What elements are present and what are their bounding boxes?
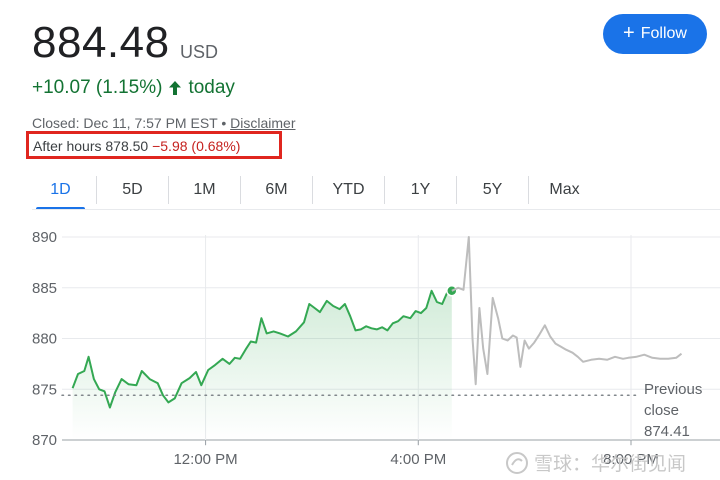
quote-change: +10.07 (1.15%) today [32,77,235,99]
tab-separator [96,176,97,204]
previous-close-label: close [644,402,679,419]
tab-1y[interactable]: 1Y [410,181,431,198]
tab-separator [456,176,457,204]
tab-separator [168,176,169,204]
price-chart[interactable]: 870 875 880 885 890 12:00 PM 4:00 PM 8:00 PM P… [0,220,720,480]
after-hours-price: 878.50 [105,138,149,154]
tab-1d[interactable]: 1D [32,172,89,210]
regular-session-area [72,290,452,440]
tab-separator [312,176,313,204]
previous-close-value: 874.41 [644,423,690,440]
status-separator: • [221,115,227,131]
quote-currency: USD [180,42,219,62]
tab-separator [384,176,385,204]
plus-icon: + [623,22,635,44]
after-hours-label: After hours [33,138,102,154]
market-status: Closed: Dec 11, 7:57 PM EST • Disclaimer [32,115,296,131]
watermark-text: 雪球：华尔街见闻 [534,454,687,475]
tab-5d[interactable]: 5D [122,181,143,198]
x-tick-label: 12:00 PM [173,451,237,468]
watermark: 雪球：华尔街见闻 [506,449,686,476]
regular-session-line [71,289,453,409]
tab-separator [240,176,241,204]
tab-1m[interactable]: 1M [193,181,216,198]
tabs-divider [32,209,720,210]
after-hours-quote: After hours 878.50 −5.98 (0.68%) [33,138,240,154]
quote-price: 884.48 [32,18,170,67]
tab-max[interactable]: Max [549,181,580,198]
closed-time: Closed: Dec 11, 7:57 PM EST [32,115,218,131]
x-tick-label: 4:00 PM [390,451,446,468]
range-tabs: 1D 5D 1M 6M YTD 1Y 5Y Max [32,172,593,210]
y-tick-label: 870 [32,432,57,449]
y-tick-label: 885 [32,280,57,297]
disclaimer-link[interactable]: Disclaimer [230,115,296,131]
follow-button[interactable]: + Follow [603,14,707,54]
last-regular-price-dot [446,285,458,297]
after-hours-highlight-box [26,131,282,159]
y-tick-label: 890 [32,229,57,246]
tab-5y[interactable]: 5Y [482,181,503,198]
change-period: today [188,77,235,98]
tab-6m[interactable]: 6M [265,181,288,198]
arrow-up-icon [169,81,182,95]
snowball-logo-icon [506,451,528,474]
after-hours-change: −5.98 (0.68%) [152,138,241,154]
y-tick-label: 880 [32,331,57,348]
tab-separator [528,176,529,204]
tab-ytd[interactable]: YTD [332,181,365,198]
previous-close-label: Previous [644,381,702,398]
x-tick-label: 8:00 PM [603,451,659,468]
y-tick-label: 875 [32,381,57,398]
change-value: +10.07 (1.15%) [32,77,163,98]
follow-button-label: Follow [640,25,687,42]
after-hours-line [451,236,683,386]
